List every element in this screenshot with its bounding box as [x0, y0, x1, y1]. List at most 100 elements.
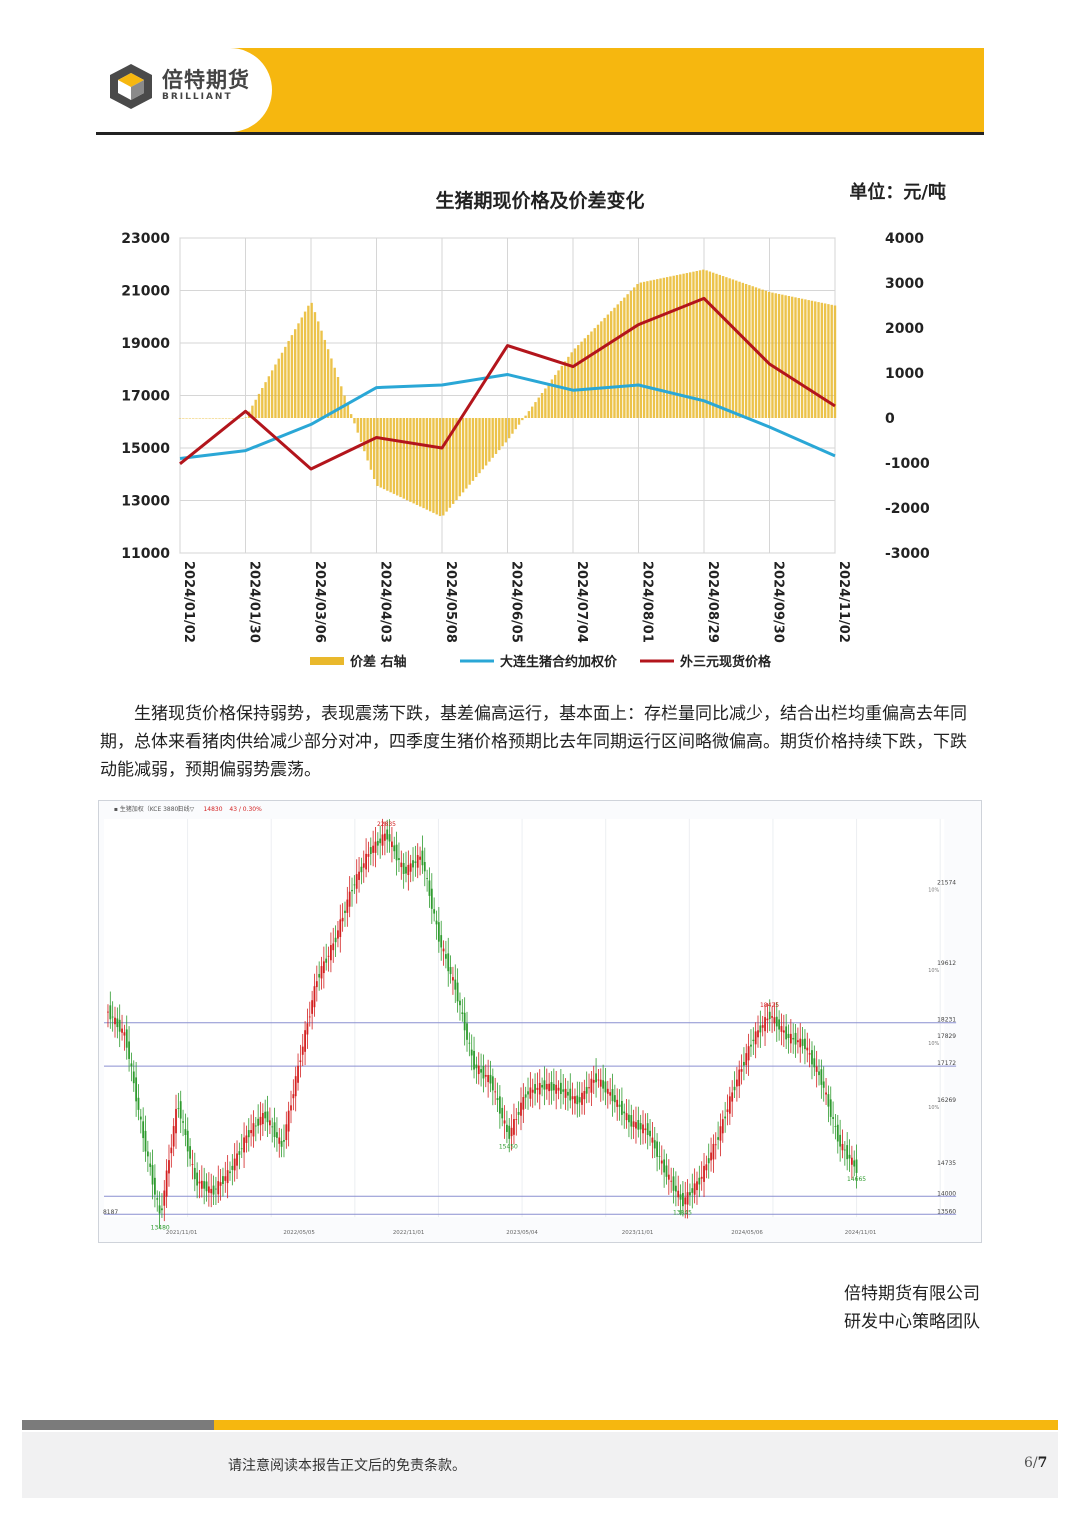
basis-bar — [603, 317, 606, 418]
basis-bar — [609, 311, 613, 418]
footer-disclaimer: 请注意阅读本报告正文后的免责条款。 — [228, 1458, 466, 1474]
kline-candle — [728, 1096, 731, 1114]
basis-bar — [215, 418, 218, 419]
kline-candles — [107, 818, 858, 1229]
basis-bar — [596, 324, 600, 418]
basis-bar — [277, 358, 280, 418]
kline-x-tick: 2024/05/06 — [731, 1230, 763, 1236]
basis-bar — [649, 280, 652, 418]
basis-bar — [544, 388, 547, 418]
kline-candle — [217, 1181, 220, 1195]
kline-candle — [757, 1030, 759, 1038]
basis-bar — [586, 334, 590, 418]
kline-candle — [412, 860, 414, 868]
kline-plot-area — [103, 818, 945, 1218]
kline-candle — [719, 1126, 722, 1141]
kline-candle — [818, 1071, 820, 1076]
kline-extreme-labels: 13480 22835 15450 13845 18425 14665 — [151, 821, 867, 1232]
basis-bar — [820, 302, 824, 418]
kline-candle — [569, 1088, 572, 1101]
brand-name-cn: 倍特期货 — [162, 68, 250, 92]
kline-candle — [813, 1058, 816, 1068]
kline-candle — [785, 1026, 788, 1040]
basis-bar — [823, 303, 827, 418]
kline-candle — [348, 891, 351, 907]
basis-bar — [294, 329, 297, 418]
kline-candle — [595, 1073, 597, 1083]
hog-price-basis-chart: 生猪期现价格及价差变化 单位：元/吨 23000 21000 19000 17000 1… — [121, 181, 946, 670]
basis-bar — [471, 418, 475, 481]
basis-bar — [616, 304, 619, 418]
basis-bar — [198, 418, 201, 419]
basis-bar — [376, 418, 379, 486]
kline-grid — [103, 818, 945, 1218]
kline-candle — [639, 1123, 642, 1130]
kline-candle — [609, 1092, 612, 1096]
kline-candle — [395, 844, 398, 861]
kline-candle — [710, 1152, 712, 1161]
kline-candle — [170, 1147, 173, 1154]
kline-candle — [327, 955, 330, 957]
kline-candle — [280, 1140, 283, 1147]
kline-candle — [435, 920, 438, 925]
basis-bar — [521, 418, 524, 421]
basis-bar — [287, 340, 290, 418]
brand-cube-icon — [110, 64, 152, 109]
basis-bar — [797, 298, 800, 418]
basis-bar — [290, 335, 294, 418]
series-line — [179, 373, 836, 460]
basis-bar — [573, 348, 577, 418]
footer-bar-yellow — [214, 1420, 1058, 1430]
kline-level-label: 21574 — [937, 880, 956, 887]
basis-bar — [590, 331, 593, 418]
kline-candle — [271, 1126, 274, 1128]
basis-bar — [540, 393, 544, 418]
kline-candle — [832, 1117, 834, 1119]
kline-candle — [259, 1116, 262, 1126]
kline-candle — [529, 1087, 532, 1099]
basis-bar — [682, 273, 685, 418]
kline-candle — [508, 1125, 511, 1139]
basis-bar — [402, 418, 406, 499]
basis-bar — [511, 418, 514, 434]
kline-candle — [398, 858, 400, 860]
kline-candle — [123, 1032, 126, 1036]
x-tick-label: 2024/03/06 — [312, 561, 327, 643]
kline-candle — [447, 953, 450, 972]
basis-bar — [626, 294, 629, 418]
basis-bar — [731, 279, 735, 418]
kline-candle — [144, 1130, 147, 1152]
kline-candle — [761, 1025, 764, 1028]
kline-level-label: 17172 — [937, 1060, 956, 1067]
basis-bar — [481, 418, 485, 470]
kline-candle — [306, 1023, 309, 1035]
basis-bar — [244, 417, 248, 418]
kline-candle — [374, 841, 377, 853]
basis-bar — [794, 297, 797, 418]
kline-candle — [449, 967, 452, 975]
kline-candle — [724, 1116, 727, 1119]
basis-bar — [547, 383, 550, 418]
kline-level-sub: 10% — [928, 1105, 939, 1111]
kline-candle — [238, 1151, 241, 1155]
kline-candle — [360, 866, 363, 873]
basis-bar — [577, 345, 580, 418]
x-tick-label: 2024/05/08 — [443, 561, 458, 643]
kline-candle — [707, 1158, 710, 1164]
kline-candle — [562, 1089, 565, 1092]
x-axis-ticks: 2024/01/02 2024/01/30 2024/03/06 2024/04/03… — [181, 561, 851, 643]
kline-candle — [142, 1121, 145, 1139]
kline-candle — [768, 1011, 771, 1020]
kline-candle — [388, 834, 391, 842]
y-tick-label: 23000 — [121, 231, 170, 247]
kline-candle — [808, 1053, 811, 1055]
kline-header: ▪ 生猪加权（KCE 3880）日线▽ 14830 43 / 0.30% — [114, 805, 262, 813]
kline-candle — [172, 1126, 175, 1147]
basis-bar — [201, 418, 205, 419]
kline-candle — [111, 1016, 114, 1018]
kline-candle — [752, 1039, 755, 1042]
kline-candle — [642, 1124, 644, 1134]
kline-candle — [121, 1028, 123, 1033]
basis-bar — [507, 418, 511, 439]
x-tick-label: 2024/08/29 — [705, 561, 720, 643]
